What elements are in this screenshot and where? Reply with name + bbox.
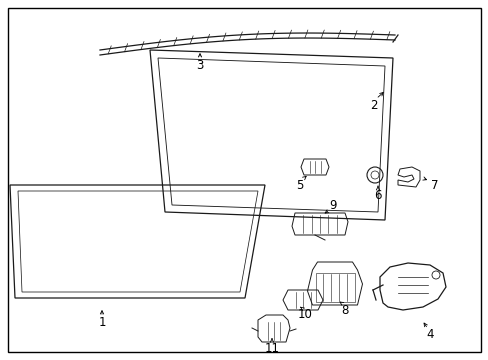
Text: 8: 8 [341,303,348,316]
Text: 7: 7 [430,179,438,192]
Text: 6: 6 [373,189,381,202]
Text: 5: 5 [296,179,303,192]
Text: 10: 10 [297,309,312,321]
Text: 11: 11 [264,342,279,355]
Text: 4: 4 [426,328,433,342]
Text: 1: 1 [98,315,105,328]
Text: 9: 9 [328,198,336,212]
Text: 2: 2 [369,99,377,112]
Text: 3: 3 [196,59,203,72]
